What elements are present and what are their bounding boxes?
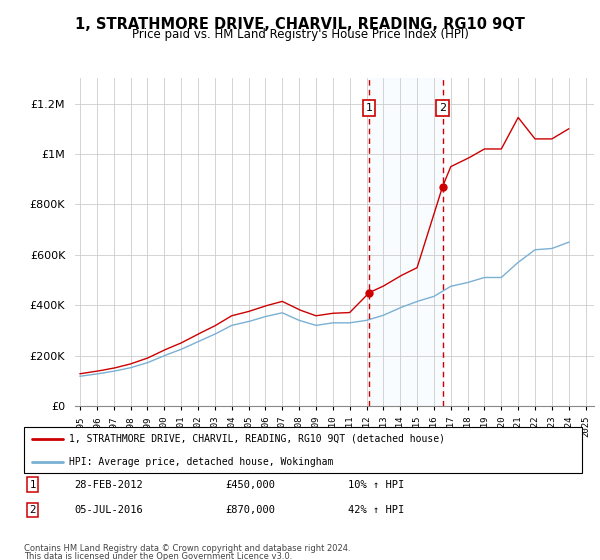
Text: 1: 1 (29, 480, 36, 489)
Text: £870,000: £870,000 (225, 505, 275, 515)
Text: £450,000: £450,000 (225, 480, 275, 489)
Text: 2: 2 (29, 505, 36, 515)
Text: 28-FEB-2012: 28-FEB-2012 (74, 480, 143, 489)
Text: 05-JUL-2016: 05-JUL-2016 (74, 505, 143, 515)
Text: 42% ↑ HPI: 42% ↑ HPI (347, 505, 404, 515)
Text: This data is licensed under the Open Government Licence v3.0.: This data is licensed under the Open Gov… (24, 552, 292, 560)
Text: 1: 1 (366, 103, 373, 113)
Text: 1, STRATHMORE DRIVE, CHARVIL, READING, RG10 9QT (detached house): 1, STRATHMORE DRIVE, CHARVIL, READING, R… (68, 434, 445, 444)
Text: 10% ↑ HPI: 10% ↑ HPI (347, 480, 404, 489)
Text: Contains HM Land Registry data © Crown copyright and database right 2024.: Contains HM Land Registry data © Crown c… (24, 544, 350, 553)
Text: 2: 2 (439, 103, 446, 113)
Text: 1, STRATHMORE DRIVE, CHARVIL, READING, RG10 9QT: 1, STRATHMORE DRIVE, CHARVIL, READING, R… (75, 17, 525, 32)
Text: Price paid vs. HM Land Registry's House Price Index (HPI): Price paid vs. HM Land Registry's House … (131, 28, 469, 41)
Text: HPI: Average price, detached house, Wokingham: HPI: Average price, detached house, Woki… (68, 457, 333, 466)
Bar (369, 78, 443, 406)
